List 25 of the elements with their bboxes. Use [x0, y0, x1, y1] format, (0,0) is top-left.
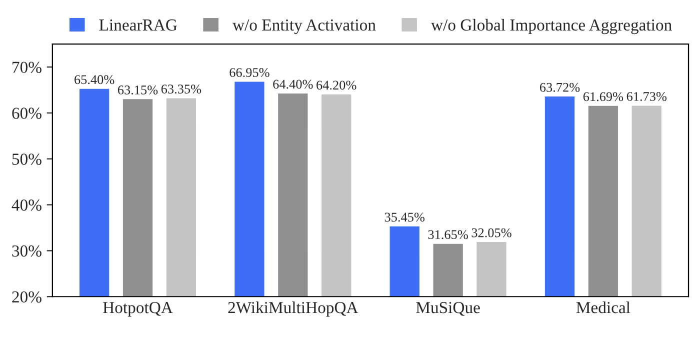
y-tick-label: 20%: [12, 291, 42, 303]
y-tick-label: 60%: [12, 108, 42, 119]
data-label: 66.95%: [230, 68, 270, 78]
x-tick-label: 2WikiMultiHopQA: [228, 301, 358, 317]
data-label: 32.05%: [472, 228, 512, 238]
data-label: 61.73%: [626, 92, 667, 101]
data-label: 65.40%: [74, 75, 114, 84]
data-label: 31.65%: [428, 230, 468, 240]
legend-label: w/o Global Importance Aggregation: [431, 18, 672, 34]
x-tick-label: MuSiQue: [416, 302, 480, 316]
data-label: 61.69%: [583, 92, 624, 102]
legend-label: w/o Entity Activation: [232, 19, 376, 34]
x-tick-label: Medical: [576, 301, 630, 314]
y-tick-label: 70%: [12, 62, 42, 74]
data-label: 64.20%: [316, 80, 356, 90]
y-tick-label: 50%: [12, 154, 42, 165]
y-tick-label: 40%: [12, 199, 42, 211]
data-label: 35.45%: [384, 212, 424, 222]
data-label: 63.72%: [540, 82, 580, 92]
x-tick-label: HotpotQA: [103, 302, 173, 317]
data-label: 63.15%: [118, 86, 158, 94]
legend-label: LinearRAG: [99, 19, 177, 31]
data-label: 63.35%: [161, 84, 202, 94]
data-label: 64.40%: [273, 80, 313, 89]
y-tick-label: 30%: [12, 245, 42, 257]
